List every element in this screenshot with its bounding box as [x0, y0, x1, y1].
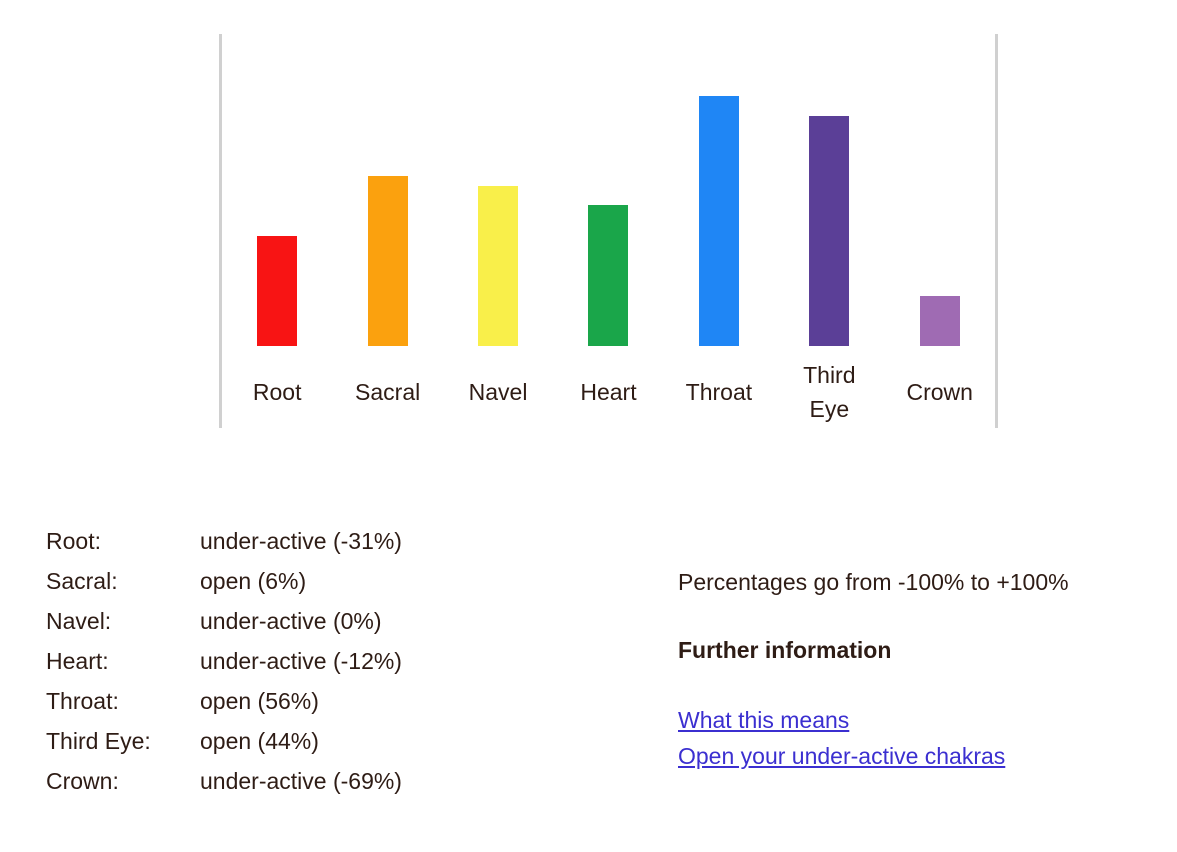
bar-throat	[698, 96, 739, 346]
link-what-this-means[interactable]: What this means	[678, 707, 850, 733]
bar-label: Crown	[906, 379, 973, 405]
result-row: Navel: under-active (0%)	[46, 601, 402, 641]
result-chakra-name: Crown:	[46, 768, 119, 794]
result-row: Throat: open (56%)	[46, 681, 402, 721]
result-chakra-value: under-active (-69%)	[200, 768, 402, 794]
result-chakra-name: Root:	[46, 528, 101, 554]
bar-label: Navel	[468, 379, 528, 405]
bar-heart	[588, 205, 629, 346]
result-row: Third Eye: open (44%)	[46, 721, 402, 761]
bar-label: Third Eye	[803, 362, 856, 422]
result-chakra-name: Sacral:	[46, 568, 118, 594]
bar-slot	[664, 34, 774, 346]
link-open-under-active-chakras[interactable]: Open your under-active chakras	[678, 743, 1006, 769]
bar-label: Throat	[685, 379, 753, 405]
bar-slot	[774, 34, 884, 346]
result-row: Crown: under-active (-69%)	[46, 761, 402, 801]
result-chakra-value: open (56%)	[200, 688, 319, 714]
bar-slot	[885, 34, 995, 346]
bar-label: Sacral	[355, 379, 421, 405]
result-chakra-value: under-active (-31%)	[200, 528, 402, 554]
bar-slot	[332, 34, 442, 346]
info-links: What this means Open your under-active c…	[678, 702, 1069, 774]
result-chakra-name: Third Eye:	[46, 728, 151, 754]
chart-bars	[222, 34, 995, 346]
result-row: Root: under-active (-31%)	[46, 521, 402, 561]
bar-slot	[443, 34, 553, 346]
chart-left-rule	[219, 34, 222, 428]
bar-sacral	[367, 176, 408, 346]
bar-third-eye	[809, 116, 850, 346]
result-chakra-name: Navel:	[46, 608, 112, 634]
bar-label: Root	[252, 379, 302, 405]
result-chakra-value: under-active (-12%)	[200, 648, 402, 674]
bar-label: Heart	[580, 379, 637, 405]
results-list: Root: under-active (-31%) Sacral: open (6%)…	[46, 521, 402, 801]
bar-crown	[919, 296, 960, 346]
result-row: Sacral: open (6%)	[46, 561, 402, 601]
chakra-bar-chart: Root Sacral Navel Heart Throat Third Eye Crown	[219, 34, 998, 428]
bar-slot	[222, 34, 332, 346]
further-information-heading: Further information	[678, 637, 892, 663]
result-chakra-value: open (44%)	[200, 728, 319, 754]
info-panel: Percentages go from -100% to +100% Furth…	[678, 568, 1069, 774]
result-chakra-name: Heart:	[46, 648, 109, 674]
bar-slot	[553, 34, 663, 346]
bar-navel	[478, 186, 519, 346]
chart-right-rule	[995, 34, 998, 428]
result-chakra-value: under-active (0%)	[200, 608, 382, 634]
result-chakra-name: Throat:	[46, 688, 119, 714]
result-row: Heart: under-active (-12%)	[46, 641, 402, 681]
percentages-note: Percentages go from -100% to +100%	[678, 569, 1069, 595]
bar-root	[257, 236, 298, 346]
chart-category-labels: Root Sacral Navel Heart Throat Third Eye Crown	[222, 346, 995, 438]
result-chakra-value: open (6%)	[200, 568, 307, 594]
